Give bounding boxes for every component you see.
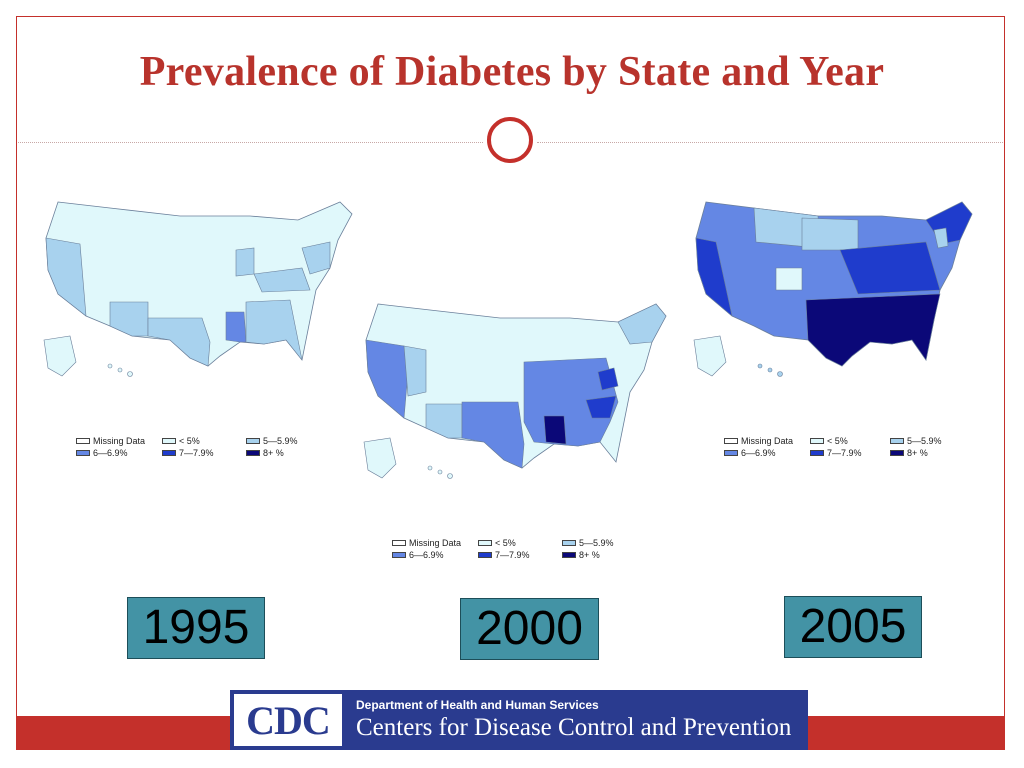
- legend-item: 5—5.9%: [890, 436, 942, 446]
- cdc-logo: CDC: [234, 694, 342, 746]
- legend-item: 5—5.9%: [562, 538, 614, 548]
- legend-swatch: [76, 438, 90, 444]
- cdc-text-block: Department of Health and Human Services …: [342, 690, 791, 750]
- legend-label: 8+ %: [579, 550, 600, 560]
- legend-item: Missing Data: [76, 436, 145, 446]
- legend-label: Missing Data: [93, 436, 146, 446]
- legend-label: 7—7.9%: [179, 448, 214, 458]
- year-label-2005: 2005: [784, 596, 922, 658]
- legend-label: 5—5.9%: [579, 538, 614, 548]
- divider-left: [18, 142, 483, 143]
- legend-label: 5—5.9%: [907, 436, 942, 446]
- legend-swatch: [810, 450, 824, 456]
- legend-label: 5—5.9%: [263, 436, 298, 446]
- legend-label: Missing Data: [741, 436, 794, 446]
- legend-label: 8+ %: [263, 448, 284, 458]
- legend-item: 7—7.9%: [810, 448, 862, 458]
- legend-swatch: [478, 552, 492, 558]
- slide-title: Prevalence of Diabetes by State and Year: [139, 49, 885, 95]
- legend-2005: Missing Data < 5% 5—5.9% 6—6.9% 7—7.9% 8…: [724, 436, 984, 460]
- legend-1995: Missing Data < 5% 5—5.9% 6—6.9% 7—7.9% 8…: [76, 436, 336, 460]
- legend-swatch: [162, 450, 176, 456]
- legend-item: 7—7.9%: [162, 448, 214, 458]
- legend-label: 8+ %: [907, 448, 928, 458]
- legend-swatch: [246, 438, 260, 444]
- circle-ornament-icon: [487, 117, 533, 163]
- legend-swatch: [478, 540, 492, 546]
- legend-item: Missing Data: [392, 538, 461, 548]
- agency-name: Centers for Disease Control and Preventi…: [356, 714, 792, 741]
- legend-label: 7—7.9%: [827, 448, 862, 458]
- legend-swatch: [162, 438, 176, 444]
- year-label-1995: 1995: [127, 597, 265, 659]
- legend-item: < 5%: [810, 436, 848, 446]
- map-2000: [360, 292, 670, 492]
- legend-item: 7—7.9%: [478, 550, 530, 560]
- legend-label: 6—6.9%: [93, 448, 128, 458]
- department-name: Department of Health and Human Services: [356, 698, 599, 712]
- legend-item: < 5%: [478, 538, 516, 548]
- legend-item: 5—5.9%: [246, 436, 298, 446]
- legend-item: 8+ %: [246, 448, 284, 458]
- legend-swatch: [890, 450, 904, 456]
- legend-item: 6—6.9%: [76, 448, 128, 458]
- legend-swatch: [562, 540, 576, 546]
- legend-label: < 5%: [827, 436, 848, 446]
- year-label-2000: 2000: [460, 598, 599, 660]
- legend-item: 6—6.9%: [724, 448, 776, 458]
- legend-swatch: [246, 450, 260, 456]
- cdc-banner: CDC Department of Health and Human Servi…: [230, 690, 808, 750]
- legend-swatch: [724, 438, 738, 444]
- legend-item: 6—6.9%: [392, 550, 444, 560]
- legend-swatch: [890, 438, 904, 444]
- legend-item: < 5%: [162, 436, 200, 446]
- cdc-logo-text: CDC: [246, 697, 331, 743]
- legend-swatch: [76, 450, 90, 456]
- divider-right: [537, 142, 1003, 143]
- map-2005: [690, 190, 980, 390]
- legend-label: 6—6.9%: [409, 550, 444, 560]
- legend-2000: Missing Data < 5% 5—5.9% 6—6.9% 7—7.9% 8…: [392, 538, 652, 562]
- legend-swatch: [810, 438, 824, 444]
- legend-swatch: [392, 552, 406, 558]
- legend-swatch: [724, 450, 738, 456]
- map-1995: [40, 190, 360, 390]
- legend-label: 6—6.9%: [741, 448, 776, 458]
- legend-label: Missing Data: [409, 538, 462, 548]
- legend-item: 8+ %: [890, 448, 928, 458]
- legend-item: 8+ %: [562, 550, 600, 560]
- legend-label: 7—7.9%: [495, 550, 530, 560]
- legend-label: < 5%: [495, 538, 516, 548]
- legend-label: < 5%: [179, 436, 200, 446]
- legend-swatch: [392, 540, 406, 546]
- legend-item: Missing Data: [724, 436, 793, 446]
- legend-swatch: [562, 552, 576, 558]
